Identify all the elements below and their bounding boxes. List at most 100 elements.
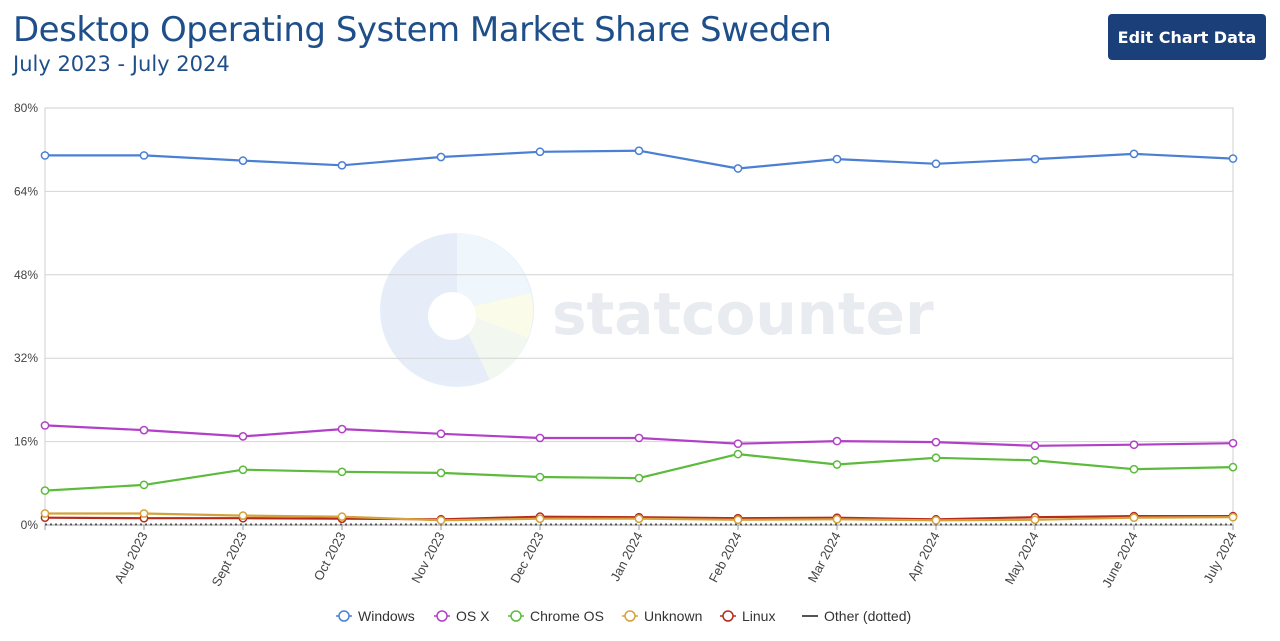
data-point[interactable] <box>931 159 941 169</box>
data-point[interactable] <box>931 437 941 447</box>
legend-marker <box>510 610 522 622</box>
legend-item[interactable]: Chrome OS <box>508 608 604 624</box>
series-os-x[interactable] <box>40 421 1238 451</box>
legend-item[interactable]: Unknown <box>622 608 702 624</box>
legend-label: Chrome OS <box>530 608 604 624</box>
watermark-logo-segment-yellow <box>457 293 534 338</box>
y-tick-label: 32% <box>14 351 38 365</box>
legend-label: Linux <box>742 608 775 624</box>
data-point[interactable] <box>733 164 743 173</box>
y-tick-label: 64% <box>14 184 38 198</box>
data-point[interactable] <box>1129 513 1139 523</box>
legend-item[interactable]: Linux <box>720 608 775 624</box>
data-point[interactable] <box>931 515 941 525</box>
legend-marker <box>338 610 350 622</box>
data-point[interactable] <box>535 514 545 524</box>
data-point[interactable] <box>634 473 644 483</box>
x-tick-label: Oct 2023 <box>311 529 349 583</box>
data-point[interactable] <box>832 154 842 164</box>
legend-marker <box>624 610 636 622</box>
data-point[interactable] <box>1129 149 1139 159</box>
legend-label: OS X <box>456 608 490 624</box>
y-tick-label: 80% <box>14 101 38 115</box>
data-point[interactable] <box>1228 512 1238 522</box>
watermark-logo-segment-green <box>457 310 528 380</box>
legend-label: Unknown <box>644 608 702 624</box>
watermark-text: statcounter <box>552 280 934 348</box>
data-point[interactable] <box>337 467 347 477</box>
data-point[interactable] <box>535 433 545 443</box>
data-point[interactable] <box>139 151 149 160</box>
data-point[interactable] <box>1129 464 1139 474</box>
data-point[interactable] <box>1030 441 1040 451</box>
x-tick-label: Dec 2023 <box>507 529 546 585</box>
legend-item[interactable]: Other (dotted) <box>802 608 911 624</box>
x-tick-label: Aug 2023 <box>111 529 150 585</box>
series-unknown[interactable] <box>40 509 1238 525</box>
data-point[interactable] <box>1228 438 1238 448</box>
data-point[interactable] <box>40 486 50 495</box>
data-point[interactable] <box>1030 515 1040 525</box>
data-point[interactable] <box>40 421 50 430</box>
data-point[interactable] <box>139 509 149 518</box>
data-point[interactable] <box>733 515 743 525</box>
legend-item[interactable]: OS X <box>434 608 490 624</box>
legend-marker <box>436 610 448 622</box>
data-point[interactable] <box>1030 456 1040 465</box>
data-point[interactable] <box>238 156 248 165</box>
data-point[interactable] <box>139 480 149 490</box>
x-tick-label: Sept 2023 <box>209 529 250 588</box>
data-point[interactable] <box>436 429 446 439</box>
data-point[interactable] <box>535 472 545 482</box>
data-point[interactable] <box>634 433 644 443</box>
watermark-logo-ring <box>380 233 534 387</box>
x-tick-label: July 2024 <box>1200 529 1239 585</box>
legend-marker <box>722 610 734 622</box>
data-point[interactable] <box>931 453 941 463</box>
y-tick-label: 16% <box>14 435 38 449</box>
legend-label: Windows <box>358 608 415 624</box>
data-point[interactable] <box>1228 154 1238 163</box>
chart-subtitle: July 2023 - July 2024 <box>13 52 230 76</box>
y-tick-label: 0% <box>21 518 39 532</box>
legend-item[interactable]: Windows <box>336 608 415 624</box>
statcounter-watermark: statcounter <box>380 233 934 387</box>
y-tick-label: 48% <box>14 268 38 282</box>
series-chrome-os[interactable] <box>40 449 1238 495</box>
data-point[interactable] <box>832 514 842 524</box>
x-tick-label: Mar 2024 <box>805 529 844 585</box>
chart-title: Desktop Operating System Market Share Sw… <box>13 10 832 50</box>
data-point[interactable] <box>139 425 149 435</box>
data-point[interactable] <box>337 512 347 522</box>
series-windows[interactable] <box>40 146 1238 173</box>
data-point[interactable] <box>238 432 248 441</box>
data-point[interactable] <box>238 511 248 520</box>
data-point[interactable] <box>634 146 644 156</box>
x-tick-label: Nov 2023 <box>408 529 447 585</box>
data-point[interactable] <box>832 436 842 446</box>
watermark-logo-segment-blue <box>457 233 531 310</box>
x-tick-label: Feb 2024 <box>706 529 745 585</box>
data-point[interactable] <box>832 460 842 469</box>
data-point[interactable] <box>436 468 446 478</box>
data-point[interactable] <box>1228 462 1238 472</box>
data-point[interactable] <box>733 449 743 459</box>
data-point[interactable] <box>634 514 644 524</box>
data-point[interactable] <box>238 465 248 475</box>
data-point[interactable] <box>337 160 347 170</box>
data-point[interactable] <box>436 152 446 162</box>
data-point[interactable] <box>436 515 446 525</box>
x-tick-label: June 2024 <box>1099 529 1141 590</box>
data-point[interactable] <box>733 439 743 449</box>
data-point[interactable] <box>40 509 50 518</box>
x-tick-label: Apr 2024 <box>905 529 943 583</box>
series-line <box>44 453 1234 492</box>
data-point[interactable] <box>337 424 347 434</box>
edit-chart-data-button[interactable]: Edit Chart Data <box>1108 14 1266 60</box>
data-point[interactable] <box>40 151 50 160</box>
data-point[interactable] <box>1030 154 1040 164</box>
data-point[interactable] <box>1129 440 1139 450</box>
data-point[interactable] <box>535 147 545 157</box>
watermark-logo-hole <box>428 292 476 340</box>
